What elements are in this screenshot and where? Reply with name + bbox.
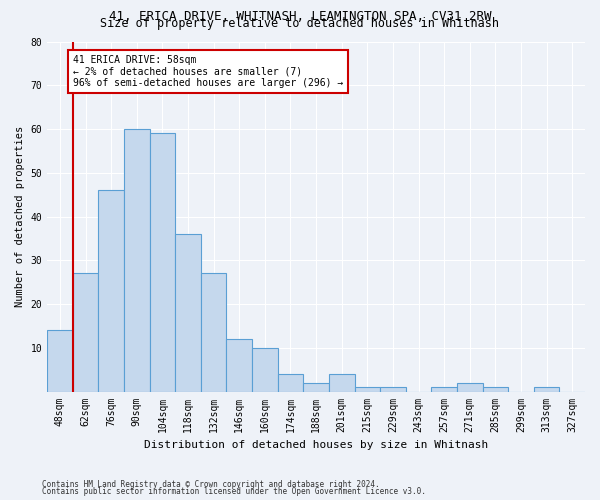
Bar xyxy=(124,129,149,392)
Bar xyxy=(201,274,226,392)
Bar xyxy=(252,348,278,392)
Bar xyxy=(534,387,559,392)
Bar xyxy=(329,374,355,392)
Text: Size of property relative to detached houses in Whitnash: Size of property relative to detached ho… xyxy=(101,18,499,30)
Bar xyxy=(303,383,329,392)
Bar xyxy=(278,374,303,392)
Text: Contains HM Land Registry data © Crown copyright and database right 2024.: Contains HM Land Registry data © Crown c… xyxy=(42,480,380,489)
Bar xyxy=(73,274,98,392)
Bar xyxy=(482,387,508,392)
Text: 41 ERICA DRIVE: 58sqm
← 2% of detached houses are smaller (7)
96% of semi-detach: 41 ERICA DRIVE: 58sqm ← 2% of detached h… xyxy=(73,54,344,88)
Bar xyxy=(431,387,457,392)
Bar xyxy=(457,383,482,392)
Bar xyxy=(226,339,252,392)
Bar xyxy=(355,387,380,392)
Text: 41, ERICA DRIVE, WHITNASH, LEAMINGTON SPA, CV31 2RW: 41, ERICA DRIVE, WHITNASH, LEAMINGTON SP… xyxy=(109,10,491,23)
Bar xyxy=(98,190,124,392)
X-axis label: Distribution of detached houses by size in Whitnash: Distribution of detached houses by size … xyxy=(144,440,488,450)
Bar xyxy=(47,330,73,392)
Bar xyxy=(175,234,201,392)
Y-axis label: Number of detached properties: Number of detached properties xyxy=(15,126,25,307)
Text: Contains public sector information licensed under the Open Government Licence v3: Contains public sector information licen… xyxy=(42,487,426,496)
Bar xyxy=(380,387,406,392)
Bar xyxy=(149,134,175,392)
